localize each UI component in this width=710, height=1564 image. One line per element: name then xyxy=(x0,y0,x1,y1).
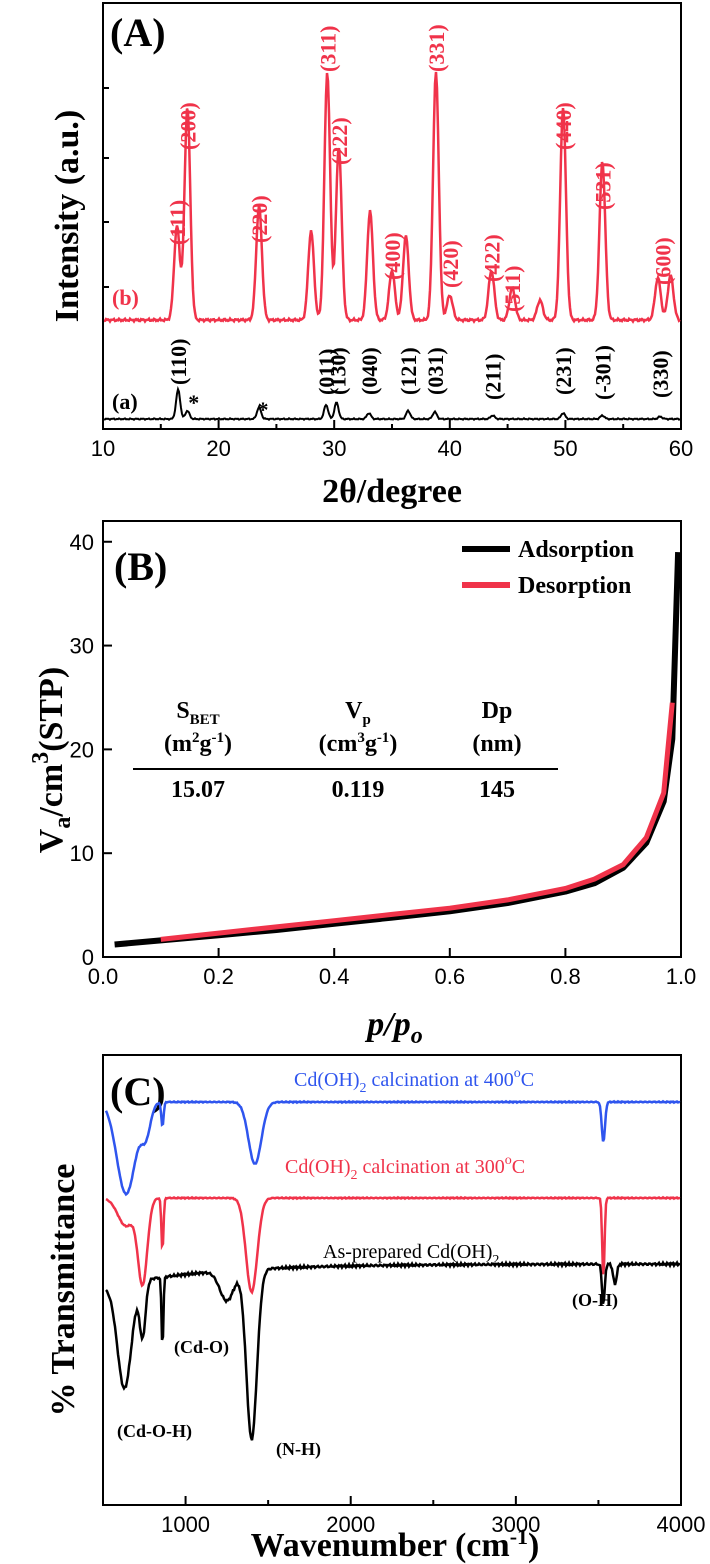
impurity-star: * xyxy=(258,397,269,422)
hkl-label-black: (031) xyxy=(423,347,448,395)
hkl-label-red: (311) xyxy=(315,26,340,72)
hkl-label-red: (600) xyxy=(651,237,676,285)
hkl-label-red: (220) xyxy=(247,195,272,243)
ir-300-caption: Cd(OH)2 calcination at 300oC xyxy=(285,1153,525,1183)
hkl-label-black: (011) xyxy=(314,349,339,395)
isotherm-desorption xyxy=(160,702,675,942)
hkl-label-black: (-301) xyxy=(590,345,615,400)
hkl-label-red: (511) xyxy=(500,266,525,312)
table-header-vp: Vp xyxy=(345,698,371,728)
panel-a-traces xyxy=(103,71,681,421)
hkl-label-black: (130) xyxy=(326,347,351,395)
table-header-sbet: SBET xyxy=(176,698,219,728)
panel-b-x-tick-label: 0.6 xyxy=(435,964,466,989)
hkl-label-black: (211) xyxy=(481,354,506,400)
annotation-n-h: (N-H) xyxy=(276,1439,321,1460)
annotation-o-h: (O-H) xyxy=(572,1290,618,1311)
panel-a-label: (A) xyxy=(110,10,166,55)
xrd-trace-a xyxy=(103,385,681,421)
panel-b-traces xyxy=(114,552,682,948)
panel-a-x-tick-label: 40 xyxy=(438,436,462,461)
table-unit-sbet: (m2g-1) xyxy=(164,730,232,757)
panel-b-y-tick-label: 10 xyxy=(70,841,94,866)
panel-c-x-tick-label: 1000 xyxy=(161,1512,210,1537)
ir-trace-400 xyxy=(104,1099,681,1197)
annotation-cd-o-h: (Cd-O-H) xyxy=(117,1421,192,1442)
panel-c-x-title: Wavenumber (cm-1) xyxy=(251,1524,540,1564)
hkl-label-red: (400) xyxy=(380,232,405,280)
panel-b-x-tick-label: 1.0 xyxy=(666,964,697,989)
panel-a-x-tick-label: 10 xyxy=(91,436,115,461)
annotation-cd-o: (Cd-O) xyxy=(174,1337,229,1358)
panel-b-label: (B) xyxy=(114,544,167,589)
panel-c-label: (C) xyxy=(110,1069,166,1114)
panel-c-x-ticks: 1000 2000 3000 4000 xyxy=(102,1496,706,1537)
panel-b-y-title: Va/cm3(STP) xyxy=(28,667,76,853)
panel-b-frame xyxy=(102,520,682,958)
series-b-label: (b) xyxy=(112,285,139,310)
table-value-sbet: 15.07 xyxy=(171,777,225,803)
panel-a-x-tick-label: 50 xyxy=(553,436,577,461)
panel-a-x-tick-label: 20 xyxy=(206,436,230,461)
hkl-label-black: (110) xyxy=(166,339,191,385)
panel-a: 10 20 30 40 50 60 (A) Intensity (a.u.) 2θ/deg… xyxy=(49,2,693,510)
panel-b-legend: Adsorption Desorption xyxy=(462,537,634,599)
panel-b-x-tick-label: 0.0 xyxy=(88,964,119,989)
table-value-dp: 145 xyxy=(479,777,515,803)
panel-a-x-ticks: 10 20 30 40 50 60 xyxy=(91,420,693,461)
panel-b-y-tick-label: 20 xyxy=(70,737,94,762)
panel-c: 1000 2000 3000 4000 (C) % Transmittance Wav… xyxy=(45,1054,706,1564)
xrd-trace-b xyxy=(103,71,681,324)
panel-b-x-tick-label: 0.2 xyxy=(203,964,234,989)
panel-b-x-title: p/po xyxy=(364,1006,422,1049)
panel-a-x-tick-label: 60 xyxy=(669,436,693,461)
panel-a-hkl-labels: (111) (200) (220) (311) (222) (400) (331) (420)… xyxy=(165,24,676,422)
panel-b-table: SBET (m2g-1) Vp (cm3g-1) Dp (nm) 15.07 0… xyxy=(133,698,558,803)
hkl-label-black: (231) xyxy=(551,347,576,395)
hkl-label-red: (440) xyxy=(551,102,576,150)
impurity-star: * xyxy=(188,390,199,415)
table-header-dp: Dp xyxy=(482,698,513,724)
ir-as-prepared-caption: As-prepared Cd(OH)2 xyxy=(323,1241,499,1268)
table-unit-dp: (nm) xyxy=(472,731,521,757)
hkl-label-red: (331) xyxy=(424,24,449,72)
panel-a-y-ticks xyxy=(103,87,109,288)
panel-b-y-ticks: 0 10 20 30 40 xyxy=(70,530,112,970)
panel-c-x-tick-label: 4000 xyxy=(657,1512,706,1537)
panel-a-x-title: 2θ/degree xyxy=(322,473,462,510)
hkl-label-red: (422) xyxy=(479,234,504,282)
hkl-label-red: (222) xyxy=(327,117,352,165)
panel-c-frame xyxy=(102,1054,682,1506)
table-unit-vp: (cm3g-1) xyxy=(319,730,398,757)
panel-a-y-title: Intensity (a.u.) xyxy=(49,110,86,323)
hkl-label-red: (420) xyxy=(438,240,463,288)
panel-c-x-tick-label: 2000 xyxy=(326,1512,375,1537)
ir-400-caption: Cd(OH)2 calcination at 400oC xyxy=(294,1066,534,1096)
panel-b-x-tick-label: 0.4 xyxy=(319,964,350,989)
legend-desorption-label: Desorption xyxy=(518,573,631,599)
hkl-label-red: (111) xyxy=(165,200,190,245)
panel-b-y-tick-label: 0 xyxy=(82,945,94,970)
ir-trace-as-prepared xyxy=(105,1259,681,1441)
panel-b: 0.0 0.2 0.4 0.6 0.8 1.0 0 10 20 30 40 (B) p/po Va… xyxy=(28,520,697,1049)
hkl-label-red: (200) xyxy=(175,102,200,150)
ir-trace-300 xyxy=(105,1195,681,1295)
hkl-label-black: (330) xyxy=(648,350,673,398)
legend-adsorption-label: Adsorption xyxy=(518,537,634,563)
hkl-label-black: (121) xyxy=(396,347,421,395)
panel-c-x-tick-label: 3000 xyxy=(491,1512,540,1537)
series-a-label: (a) xyxy=(112,389,138,414)
table-value-vp: 0.119 xyxy=(332,777,385,803)
panel-b-y-tick-label: 40 xyxy=(70,530,94,555)
panel-c-traces xyxy=(104,1099,681,1441)
panel-b-x-ticks: 0.0 0.2 0.4 0.6 0.8 1.0 xyxy=(88,948,697,989)
panel-b-y-tick-label: 30 xyxy=(70,634,94,659)
hkl-label-red: (531) xyxy=(590,162,615,210)
panel-c-y-title: % Transmittance xyxy=(45,1164,82,1417)
panel-a-x-tick-label: 30 xyxy=(322,436,346,461)
panel-b-x-tick-label: 0.8 xyxy=(550,964,581,989)
hkl-label-black: (040) xyxy=(357,347,382,395)
